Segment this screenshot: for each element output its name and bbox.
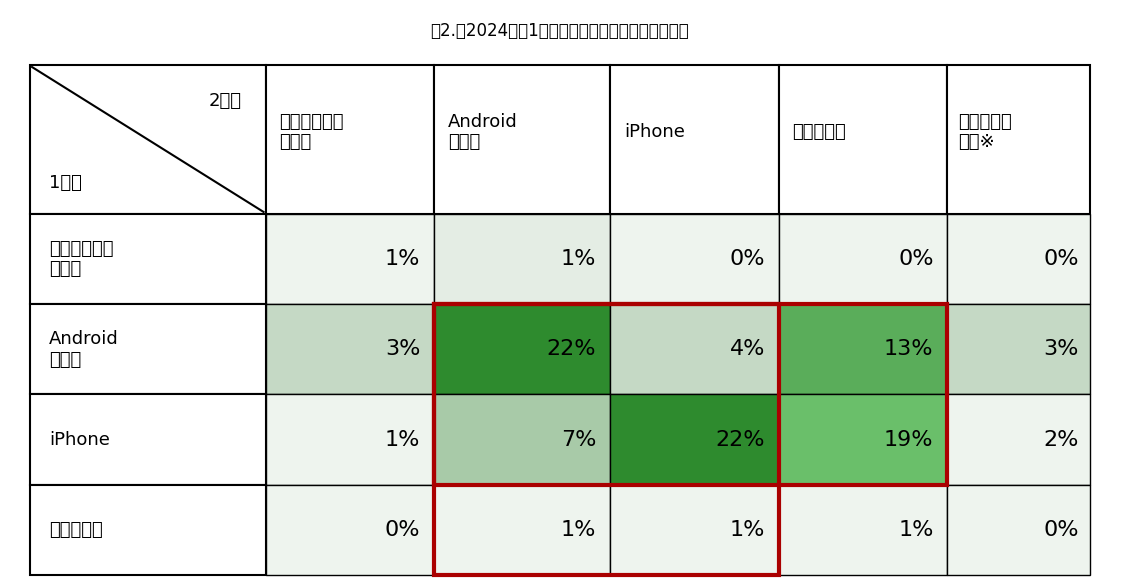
Bar [266,65,434,214]
Text: 3%: 3% [1044,339,1078,359]
Bar [266,304,434,394]
Text: 1台目: 1台目 [49,174,82,192]
Bar [947,304,1090,394]
Text: 1%: 1% [385,249,420,269]
Text: 0%: 0% [730,249,766,269]
Bar [611,485,779,575]
Text: 0%: 0% [1043,249,1078,269]
Text: 1%: 1% [560,520,596,540]
Bar [779,394,947,485]
Text: フィーチャー
フォン: フィーチャー フォン [279,113,343,152]
Text: 0%: 0% [1043,520,1078,540]
Bar [266,394,434,485]
Text: 19%: 19% [884,429,934,450]
Text: 22%: 22% [547,339,596,359]
Bar [611,214,779,304]
Bar [434,304,779,575]
Text: 0%: 0% [898,249,934,269]
Text: 表2.　2024年の1台目と２台目の組み合わせの割合: 表2. 2024年の1台目と２台目の組み合わせの割合 [430,22,689,40]
Bar [30,485,266,575]
Text: 1%: 1% [898,520,934,540]
Bar [779,65,947,214]
Text: 2台目: 2台目 [209,92,242,110]
Bar [779,304,947,394]
Text: 1%: 1% [730,520,766,540]
Text: 2%: 2% [1044,429,1078,450]
Text: 1%: 1% [560,249,596,269]
Text: 4%: 4% [730,339,766,359]
Bar [434,214,611,304]
Text: フィーチャー
フォン: フィーチャー フォン [49,240,113,278]
Bar [947,214,1090,304]
Bar [434,304,611,394]
Bar [30,214,266,304]
Text: Android
スマホ: Android スマホ [49,330,119,369]
Bar [434,485,611,575]
Text: タブレット: タブレット [793,123,846,141]
Text: 0%: 0% [385,520,420,540]
Text: 1%: 1% [385,429,420,450]
Bar [947,485,1090,575]
Bar [434,394,611,485]
Text: 22%: 22% [716,429,766,450]
Text: iPhone: iPhone [624,123,685,141]
Bar [30,394,266,485]
Bar [779,214,947,304]
Text: 3%: 3% [385,339,420,359]
Bar [30,65,266,214]
Text: 7%: 7% [560,429,596,450]
Bar [947,394,1090,485]
Bar [266,214,434,304]
Text: タブレット: タブレット [49,521,103,539]
Bar [947,65,1090,214]
Bar [611,304,779,394]
Bar [611,394,779,485]
Bar [779,485,947,575]
Text: 13%: 13% [884,339,934,359]
Bar [434,65,611,214]
Bar [611,65,779,214]
Bar [434,304,947,485]
Text: iPhone: iPhone [49,431,110,449]
Text: Android
スマホ: Android スマホ [448,113,518,152]
Text: データ通信
機器※: データ通信 機器※ [958,113,1012,152]
Bar [266,485,434,575]
Bar [30,304,266,394]
